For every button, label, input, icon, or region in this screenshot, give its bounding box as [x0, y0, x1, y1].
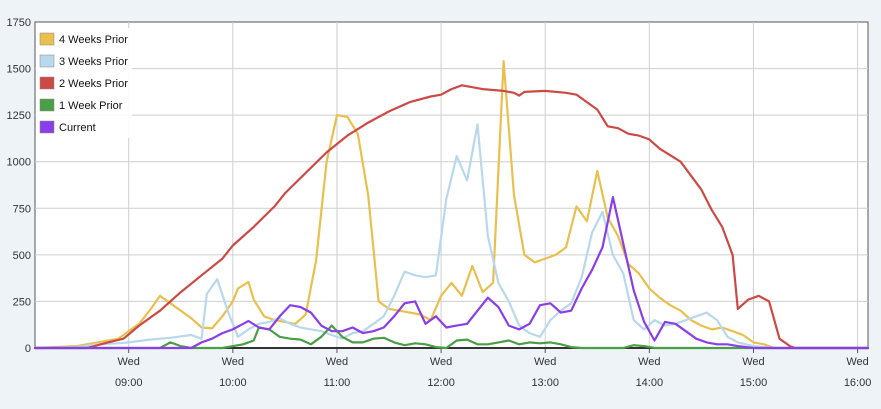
y-tick-label: 500 — [13, 250, 31, 262]
x-tick-time-label: 11:00 — [324, 377, 351, 389]
series-line-2-weeks-prior — [33, 84, 870, 350]
x-tick-time-label: 12:00 — [427, 377, 455, 389]
legend-label[interactable]: 4 Weeks Prior — [59, 34, 128, 46]
legend-swatch — [39, 54, 55, 68]
legend-label[interactable]: 2 Weeks Prior — [59, 78, 128, 90]
x-tick-time-label: 13:00 — [531, 377, 559, 389]
grid — [35, 22, 868, 348]
x-tick-time-label: 14:00 — [636, 377, 664, 389]
x-tick-day-label: Wed — [430, 356, 452, 368]
legend-swatch — [39, 32, 55, 46]
x-tick-day-label: Wed — [118, 356, 140, 368]
legend: 4 Weeks Prior 3 Weeks Prior 2 Weeks Prior 1… — [36, 28, 132, 138]
x-tick-time-label: 16:00 — [844, 377, 872, 389]
legend-swatch — [39, 120, 55, 134]
x-tick-day-label: Wed — [222, 356, 244, 368]
x-tick-day-label: Wed — [326, 356, 348, 368]
x-tick-day-label: Wed — [638, 356, 660, 368]
y-tick-label: 1750 — [7, 17, 31, 29]
series-lines — [33, 59, 870, 350]
plot-area — [34, 21, 869, 349]
x-tick-time-label: 09:00 — [115, 377, 143, 389]
x-tick-day-label: Wed — [742, 356, 764, 368]
legend-label[interactable]: Current — [59, 122, 96, 134]
y-tick-label: 1500 — [7, 64, 31, 76]
x-tick-day-label: Wed — [846, 356, 868, 368]
y-tick-label: 1000 — [7, 157, 31, 169]
y-tick-label: 250 — [13, 296, 31, 308]
x-tick-time-label: 10:00 — [219, 377, 247, 389]
series-line-current — [33, 196, 870, 350]
x-tick-day-label: Wed — [534, 356, 556, 368]
legend-swatch — [39, 98, 55, 112]
series-line-3-weeks-prior — [33, 123, 870, 350]
legend-label[interactable]: 1 Week Prior — [59, 100, 123, 112]
y-axis-ticks: 0 250 500 750 1000 1250 1500 1750 — [7, 17, 31, 355]
x-tick-time-label: 15:00 — [740, 377, 768, 389]
y-tick-label: 750 — [13, 203, 31, 215]
y-tick-label: 0 — [25, 343, 31, 355]
legend-swatch — [39, 76, 55, 90]
y-tick-label: 1250 — [7, 110, 31, 122]
series-line-1-week-prior — [33, 324, 870, 350]
legend-label[interactable]: 3 Weeks Prior — [59, 56, 128, 68]
